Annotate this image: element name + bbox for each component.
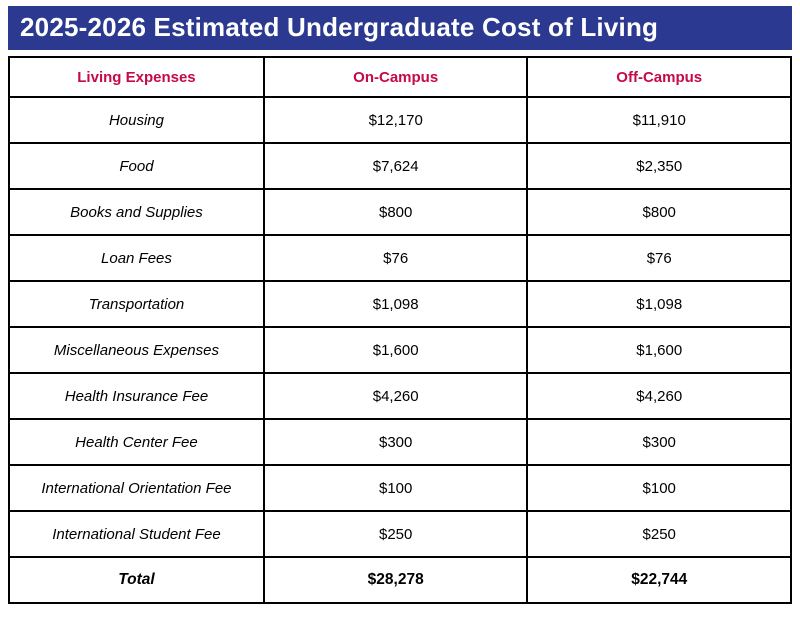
table-row: Health Insurance Fee $4,260 $4,260 [8,372,792,421]
off-campus-value: $2,350 [526,142,792,191]
on-campus-value: $1,098 [262,280,529,329]
expense-label: Health Center Fee [8,418,265,467]
table-header-row: Living Expenses On-Campus Off-Campus [8,56,792,99]
expense-label: Books and Supplies [8,188,265,237]
table-row: International Orientation Fee $100 $100 [8,464,792,513]
expense-label: Food [8,142,265,191]
off-campus-value: $1,098 [526,280,792,329]
on-campus-value: $100 [262,464,529,513]
expense-label: Health Insurance Fee [8,372,265,421]
on-campus-value: $800 [262,188,529,237]
table-total-row: Total $28,278 $22,744 [8,556,792,605]
off-campus-value: $100 [526,464,792,513]
on-campus-value: $300 [262,418,529,467]
page-title: 2025-2026 Estimated Undergraduate Cost o… [8,6,792,51]
table-row: Health Center Fee $300 $300 [8,418,792,467]
table-row: Miscellaneous Expenses $1,600 $1,600 [8,326,792,375]
table-row: Loan Fees $76 $76 [8,234,792,283]
off-campus-value: $76 [526,234,792,283]
expense-label: Miscellaneous Expenses [8,326,265,375]
expense-label: Housing [8,96,265,145]
column-header-on-campus: On-Campus [262,56,529,99]
off-campus-value: $1,600 [526,326,792,375]
on-campus-value: $7,624 [262,142,529,191]
table-row: Transportation $1,098 $1,098 [8,280,792,329]
off-campus-value: $800 [526,188,792,237]
off-campus-value: $300 [526,418,792,467]
table-row: Food $7,624 $2,350 [8,142,792,191]
total-on-campus-value: $28,278 [262,556,529,605]
column-header-off-campus: Off-Campus [526,56,792,99]
on-campus-value: $250 [262,510,529,559]
off-campus-value: $4,260 [526,372,792,421]
off-campus-value: $250 [526,510,792,559]
column-header-living-expenses: Living Expenses [8,56,265,99]
expense-label: Loan Fees [8,234,265,283]
on-campus-value: $12,170 [262,96,529,145]
on-campus-value: $1,600 [262,326,529,375]
table-row: Books and Supplies $800 $800 [8,188,792,237]
on-campus-value: $76 [262,234,529,283]
table-row: Housing $12,170 $11,910 [8,96,792,145]
expense-label: International Student Fee [8,510,265,559]
on-campus-value: $4,260 [262,372,529,421]
expense-label: International Orientation Fee [8,464,265,513]
cost-of-living-table: Living Expenses On-Campus Off-Campus Hou… [8,56,792,605]
page: 2025-2026 Estimated Undergraduate Cost o… [8,6,792,605]
table-row: International Student Fee $250 $250 [8,510,792,559]
off-campus-value: $11,910 [526,96,792,145]
total-off-campus-value: $22,744 [526,556,792,605]
total-label: Total [8,556,265,605]
expense-label: Transportation [8,280,265,329]
